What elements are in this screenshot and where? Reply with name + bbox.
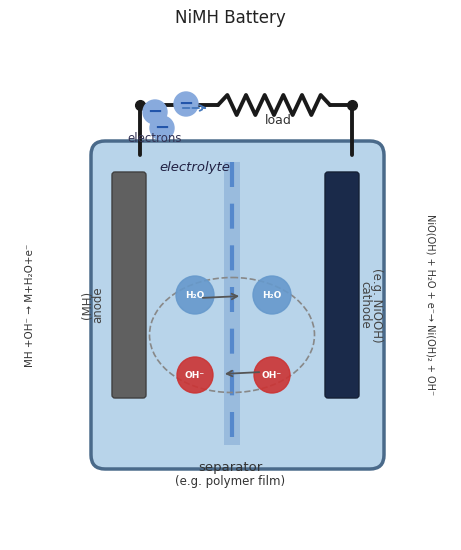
Text: OH⁻: OH⁻: [185, 371, 205, 380]
Circle shape: [174, 92, 198, 116]
FancyBboxPatch shape: [112, 172, 146, 398]
Circle shape: [253, 276, 291, 314]
Circle shape: [176, 276, 214, 314]
Text: OH⁻: OH⁻: [262, 371, 282, 380]
Text: −: −: [154, 119, 170, 137]
Text: (e.g. polymer film): (e.g. polymer film): [175, 476, 285, 488]
Text: electrons: electrons: [128, 131, 182, 145]
Text: (e.g. NiOOH): (e.g. NiOOH): [370, 268, 383, 342]
Text: load: load: [265, 113, 291, 127]
Text: −: −: [148, 103, 163, 121]
Circle shape: [150, 116, 174, 140]
Text: H₂O: H₂O: [262, 290, 282, 300]
Circle shape: [177, 357, 213, 393]
Text: NiO(OH) + H₂O + e⁻→ Ni(OH)₂ + OH⁻: NiO(OH) + H₂O + e⁻→ Ni(OH)₂ + OH⁻: [425, 214, 435, 395]
Circle shape: [254, 357, 290, 393]
Text: (MH): (MH): [81, 291, 94, 319]
Text: separator: separator: [198, 461, 262, 475]
Bar: [224, 162, 240, 445]
FancyBboxPatch shape: [91, 141, 384, 469]
Text: electrolyte: electrolyte: [160, 162, 230, 174]
Circle shape: [143, 100, 167, 124]
Text: cathode: cathode: [359, 281, 372, 329]
Text: MH +OH⁻ → M+H₂O+e⁻: MH +OH⁻ → M+H₂O+e⁻: [25, 243, 35, 367]
Text: −: −: [178, 95, 194, 113]
Text: NiMH Battery: NiMH Battery: [175, 9, 285, 27]
FancyBboxPatch shape: [325, 172, 359, 398]
Text: anode: anode: [91, 287, 105, 323]
Text: H₂O: H₂O: [185, 290, 205, 300]
